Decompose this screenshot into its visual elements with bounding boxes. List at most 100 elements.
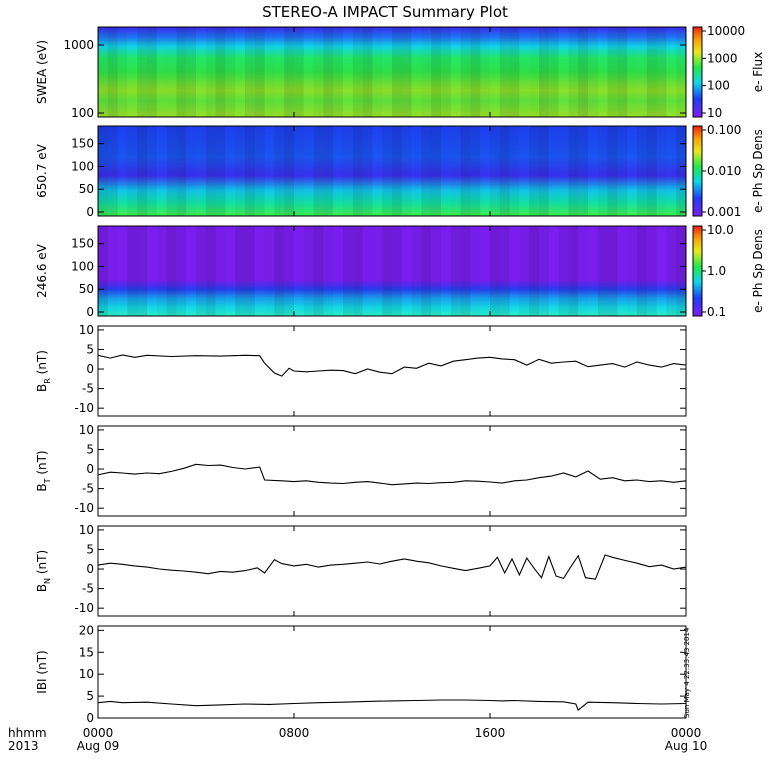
spectrogram-texture [499,27,510,117]
spectrogram-texture [166,226,177,316]
data-series-line [97,554,687,580]
y-axis-label: BR (nT) [35,350,52,392]
spectrogram-texture [558,226,569,316]
y-tick-label: 10 [79,423,94,437]
y-tick-label: 5 [86,689,94,703]
panel-frame [97,26,687,118]
spectrogram-texture [205,226,216,316]
spectrogram-texture [392,226,402,316]
spectrogram-texture [313,27,324,117]
colorbar-label: e- Ph Sp Dens [751,229,765,313]
spectrogram-texture [363,226,373,316]
spectrogram-texture [549,126,559,216]
spectrogram-fill [98,126,686,216]
spectrogram-texture [235,27,245,117]
spectrogram-texture [412,27,422,117]
spectrogram-texture [265,226,275,316]
panel-2: 0.100 0.010 0.001 e- Ph Sp Dens 150 100 50 0 650… [35,123,765,219]
spectrogram-texture [176,126,187,216]
spectrogram-texture [412,126,422,216]
spectrogram-texture [529,126,539,216]
y-tick-label: -10 [74,501,94,515]
spectrogram-texture [254,27,265,117]
data-series-line [97,463,687,486]
spectrogram-texture [196,126,206,216]
y-tick-label: 5 [86,442,94,456]
y-axis-label: IBI (nT) [35,650,49,693]
spectrogram-texture [646,126,657,216]
spectrogram-texture [441,126,451,216]
spectrogram-texture [137,226,147,316]
spectrogram-texture [382,126,392,216]
spectrogram-texture [98,27,108,117]
spectrogram-texture [559,27,569,117]
spectrogram-texture [617,226,627,316]
y-tick-label: 150 [71,137,94,151]
spectrogram-texture [323,27,334,117]
spectrogram-texture [205,126,216,216]
spectrogram-texture [196,226,206,316]
spectrogram-texture [490,27,500,117]
spectrogram-texture [539,27,549,117]
spectrogram-texture [519,126,529,216]
spectrogram-texture [470,126,481,216]
panel-frame [97,125,687,217]
y-axis-label: BT (nT) [35,450,52,491]
spectrogram-texture [107,126,118,216]
spectrogram-texture [441,27,451,117]
colorbar-tick-label: 10 [707,106,722,120]
panel-frame [97,225,687,317]
spectrogram-texture [499,226,510,316]
spectrogram-texture [215,126,226,216]
spectrogram-texture [490,126,500,216]
spectrogram-texture [401,126,412,216]
spectrogram-texture [176,27,187,117]
spectrogram-texture [578,226,588,316]
y-tick-label: 0 [86,711,94,725]
spectrogram-texture [490,226,500,316]
spectrogram-texture [382,226,392,316]
spectrogram-texture [98,226,108,316]
colorbar [692,225,703,317]
spectrogram-texture [676,126,686,216]
time-tick-date: Aug 10 [665,739,708,753]
time-tick-label: 0000 [671,726,702,740]
y-tick-label: 5 [86,542,94,556]
spectrogram-texture [402,226,412,316]
plot-title: STEREO-A IMPACT Summary Plot [262,3,508,21]
y-axis-label: SWEA (eV) [35,40,49,104]
y-tick-label: 100 [71,259,94,273]
y-tick-label: 100 [71,106,94,120]
spectrogram-texture [294,126,304,216]
y-tick-label: 150 [71,237,94,251]
spectrogram-texture [666,27,676,117]
y-axis-label: 246.6 eV [35,243,49,298]
time-axis-row1-label: hhmm [8,726,47,740]
spectrogram-texture [343,226,353,316]
y-tick-label: -5 [82,582,94,596]
spectrogram-texture [235,126,245,216]
y-tick-label: 0 [86,362,94,376]
spectrogram-texture [118,226,128,316]
time-tick-label: 1600 [475,726,506,740]
time-tick-date: Aug 09 [77,739,120,753]
colorbar-tick-label: 0.1 [707,305,726,319]
spectrogram-texture [323,226,334,316]
spectrogram-texture [529,226,539,316]
colorbar-tick-label: 0.001 [707,205,741,219]
spectrogram-texture [196,27,206,117]
spectrogram-texture [451,126,461,216]
spectrogram-texture [627,226,637,316]
colorbar-tick-label: 0.100 [707,123,741,137]
spectrogram-texture [245,27,255,117]
spectrogram-texture [186,126,196,216]
spectrogram-texture [98,126,108,216]
panel-6: 10 5 0 -5 -10 BN (nT) [35,523,687,617]
y-tick-label: -10 [74,601,94,615]
panel-4: 10 5 0 -5 -10 BR (nT) [35,323,687,417]
panel-frame [97,325,687,417]
spectrogram-texture [108,226,118,316]
spectrogram-texture [254,126,265,216]
